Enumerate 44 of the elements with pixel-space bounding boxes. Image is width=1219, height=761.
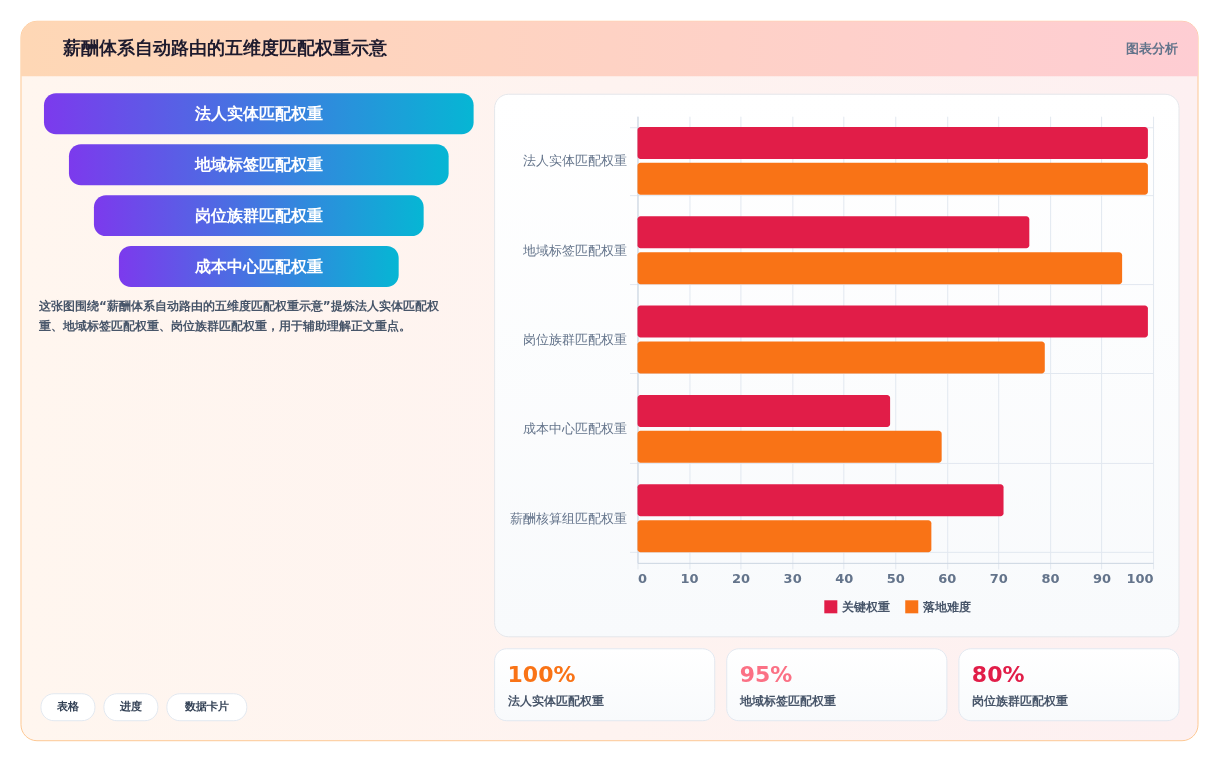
y-tick-label: 岗位族群匹配权重 <box>522 332 627 348</box>
y-tick-label: 薪酬核算组匹配权重 <box>509 510 627 526</box>
bar <box>637 216 1030 249</box>
text: 100% <box>507 661 576 687</box>
text: 这张图围绕“薪酬体系自动路由的五维度匹配权重示意”提炼法人实体匹配权重、地域标签匹配权重、岗位族群匹配权重，用于辅助理解正文重点。 <box>37 299 440 334</box>
legend-label: 落地难度 <box>922 599 972 614</box>
text: 表格 <box>55 700 80 714</box>
text: 图表分析 <box>1126 41 1179 57</box>
bar <box>637 484 1004 517</box>
x-tick-label: 0 <box>637 571 648 587</box>
bar <box>637 252 1123 285</box>
x-tick-label: 80 <box>1041 571 1060 587</box>
bar <box>637 394 891 427</box>
y-tick-label: 地域标签匹配权重 <box>521 242 627 258</box>
y-tick-label: 法人实体匹配权重 <box>522 153 627 169</box>
text: 地域标签匹配权重 <box>738 693 836 708</box>
text: 数据卡片 <box>183 700 229 714</box>
x-tick-label: 50 <box>886 571 905 587</box>
text: 80% <box>971 661 1025 687</box>
x-tick-label: 20 <box>732 571 751 587</box>
bar <box>637 305 1148 338</box>
x-tick-label: 100 <box>1126 571 1154 587</box>
x-tick-label: 40 <box>835 571 854 587</box>
x-tick-label: 30 <box>783 571 802 587</box>
text: 法人实体匹配权重 <box>506 693 604 708</box>
x-tick-label: 90 <box>1092 571 1112 587</box>
category-label: 成本中心匹配权重 <box>193 257 323 277</box>
bar <box>637 162 1148 195</box>
bar <box>637 430 942 463</box>
category-label: 岗位族群匹配权重 <box>194 206 323 226</box>
x-tick-label: 10 <box>680 571 699 587</box>
y-tick-label: 成本中心匹配权重 <box>522 421 627 437</box>
text: 薪酬体系自动路由的五维度匹配权重示意 <box>61 37 388 59</box>
category-label: 地域标签匹配权重 <box>193 155 323 175</box>
category-label: 法人实体匹配权重 <box>193 104 323 124</box>
text: 岗位族群匹配权重 <box>971 693 1068 708</box>
x-tick-label: 70 <box>989 571 1008 587</box>
bar <box>637 520 932 553</box>
bar <box>637 341 1045 374</box>
bar <box>637 126 1148 159</box>
text: 95% <box>739 661 793 687</box>
legend-label: 关键权重 <box>841 599 891 614</box>
text: 进度 <box>118 700 142 714</box>
x-tick-label: 60 <box>938 571 957 587</box>
